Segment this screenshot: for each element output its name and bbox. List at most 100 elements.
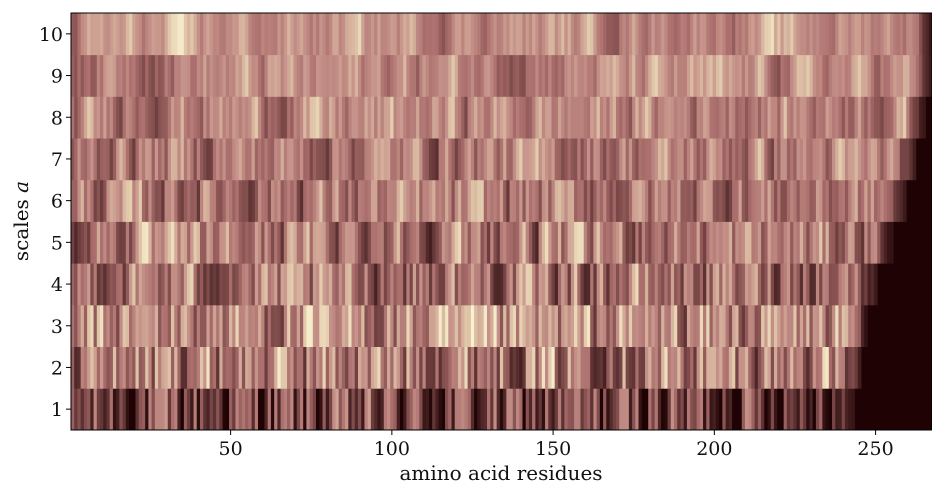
- heatmap-cell: [345, 96, 349, 139]
- heatmap-cell: [235, 263, 240, 306]
- heatmap-cell: [477, 54, 481, 97]
- heatmap-cell: [267, 221, 272, 264]
- heatmap-cell: [341, 263, 346, 306]
- heatmap-cell: [648, 263, 652, 306]
- heatmap-cell: [496, 304, 501, 347]
- heatmap-cell: [103, 304, 107, 347]
- heatmap-cell: [506, 346, 510, 389]
- heatmap-cell: [896, 54, 901, 97]
- heatmap-cell: [303, 179, 307, 222]
- heatmap-cell: [786, 13, 791, 56]
- heatmap-cell: [719, 54, 723, 97]
- heatmap-cell: [780, 388, 785, 431]
- heatmap-cell: [667, 138, 672, 181]
- heatmap-cell: [822, 179, 826, 222]
- heatmap-cell: [225, 221, 230, 264]
- heatmap-cell: [177, 54, 182, 97]
- heatmap-cell: [609, 221, 614, 264]
- heatmap-cell: [719, 138, 723, 181]
- heatmap-cell: [667, 179, 672, 222]
- heatmap-cell: [593, 179, 598, 222]
- heatmap-cell: [670, 96, 675, 139]
- heatmap-cell: [90, 138, 94, 181]
- heatmap-cell: [748, 96, 752, 139]
- heatmap-cell: [441, 388, 446, 431]
- heatmap-cell: [309, 54, 314, 97]
- heatmap-cell: [74, 138, 78, 181]
- heatmap-cell: [554, 304, 559, 347]
- heatmap-cell: [264, 138, 269, 181]
- heatmap-cell: [351, 96, 356, 139]
- heatmap-cell: [212, 96, 217, 139]
- heatmap-cell: [383, 138, 388, 181]
- heatmap-cell: [399, 138, 404, 181]
- heatmap-cell: [574, 96, 578, 139]
- heatmap-cell: [96, 96, 101, 139]
- heatmap-cell: [180, 304, 185, 347]
- heatmap-cell: [641, 138, 646, 181]
- heatmap-cell: [164, 179, 169, 222]
- heatmap-cell: [715, 346, 720, 389]
- heatmap-cell: [71, 179, 75, 222]
- heatmap-cell: [567, 304, 572, 347]
- heatmap-cell: [825, 54, 830, 97]
- heatmap-cell: [557, 96, 562, 139]
- heatmap-cell: [641, 96, 646, 139]
- heatmap-cell: [409, 54, 414, 97]
- heatmap-cell: [138, 221, 143, 264]
- heatmap-cell: [306, 221, 311, 264]
- heatmap-cell: [809, 263, 814, 306]
- heatmap-cell: [116, 221, 120, 264]
- heatmap-row-scale-2: [71, 346, 862, 389]
- heatmap-cell: [780, 13, 785, 56]
- heatmap-row-scale-4: [71, 263, 878, 306]
- heatmap-cell: [657, 346, 662, 389]
- heatmap-cell: [325, 263, 330, 306]
- heatmap-cell: [470, 388, 475, 431]
- heatmap-cell: [773, 263, 778, 306]
- heatmap-cell: [132, 54, 136, 97]
- heatmap-cell: [654, 221, 659, 264]
- heatmap-cell: [383, 13, 388, 56]
- heatmap-cell: [538, 54, 543, 97]
- heatmap-cell: [274, 54, 278, 97]
- heatmap-cell: [125, 346, 130, 389]
- heatmap-cell: [296, 179, 301, 222]
- heatmap-cell: [80, 179, 85, 222]
- heatmap-cell: [299, 304, 304, 347]
- heatmap-cell: [174, 138, 178, 181]
- heatmap-cell: [322, 221, 327, 264]
- heatmap-cell: [351, 13, 356, 56]
- heatmap-cell: [906, 54, 910, 97]
- heatmap-cell: [677, 346, 681, 389]
- heatmap-cell: [883, 54, 888, 97]
- heatmap-cell: [667, 96, 672, 139]
- heatmap-cell: [270, 54, 275, 97]
- heatmap-cell: [332, 263, 336, 306]
- heatmap-cell: [322, 346, 327, 389]
- heatmap-cell: [83, 304, 88, 347]
- heatmap-cell: [387, 54, 391, 97]
- heatmap-cell: [377, 96, 381, 139]
- heatmap-cell: [241, 263, 246, 306]
- heatmap-cell: [332, 13, 336, 56]
- heatmap-cell: [316, 13, 320, 56]
- heatmap-cell: [445, 263, 449, 306]
- heatmap-cell: [567, 179, 572, 222]
- heatmap-cell: [880, 179, 885, 222]
- heatmap-cell: [738, 346, 743, 389]
- heatmap-cell: [96, 179, 101, 222]
- heatmap-cell: [783, 388, 788, 431]
- plot-frame: [70, 12, 932, 431]
- heatmap-cell: [399, 346, 404, 389]
- heatmap-cell: [564, 346, 568, 389]
- heatmap-cell: [328, 263, 333, 306]
- heatmap-cell: [338, 179, 343, 222]
- heatmap-cell: [548, 263, 552, 306]
- heatmap-cell: [748, 138, 752, 181]
- heatmap-cell: [358, 54, 362, 97]
- heatmap-cell: [258, 346, 262, 389]
- heatmap-cell: [503, 96, 507, 139]
- heatmap-cell: [480, 13, 485, 56]
- heatmap-cell: [699, 221, 704, 264]
